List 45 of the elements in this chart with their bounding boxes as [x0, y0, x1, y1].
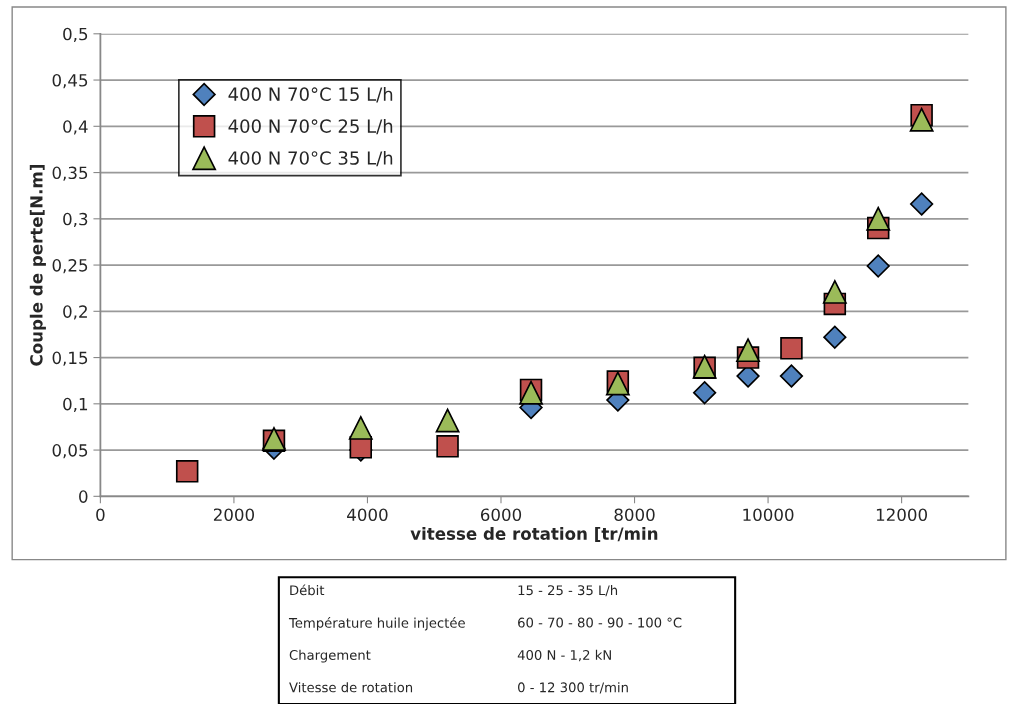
point — [435, 408, 460, 433]
text: Débit — [290, 584, 325, 596]
text: 400 N - 1,2 kN — [517, 649, 611, 662]
legend-label: 400 N 70°C 15 L/h — [228, 87, 393, 103]
x-tick-label: 2000 — [213, 508, 255, 522]
point — [866, 254, 890, 278]
legend-label: 400 N 70°C 25 L/h — [228, 118, 393, 135]
point — [909, 192, 934, 216]
text: Chargement — [289, 649, 371, 663]
y-tick-label: 0,05 — [52, 444, 88, 459]
text: 0 - 12 300 tr/min — [518, 682, 628, 694]
point — [348, 415, 373, 440]
point — [779, 364, 804, 388]
y-tick-label: 0,35 — [52, 166, 88, 181]
point — [822, 279, 847, 304]
text: Température huile injectée — [288, 617, 465, 631]
x-axis-title: vitesse de rotation [tr/min — [410, 527, 658, 542]
point — [866, 206, 891, 231]
y-tick-label: 0,3 — [63, 212, 88, 228]
y-tick-label: 0,2 — [63, 305, 87, 320]
point — [736, 338, 760, 363]
y-tick-label: 0,45 — [52, 74, 88, 89]
legend-label: 400 N 70°C 35 L/h — [228, 150, 393, 167]
y-axis-title: Couple de perte[N.m] — [29, 165, 46, 366]
x-tick-label: 12000 — [876, 508, 927, 522]
x-tick-label: 6000 — [480, 508, 522, 522]
text: 15 - 25 - 35 L/h — [518, 584, 618, 597]
x-tick-label: 10000 — [743, 508, 794, 522]
y-tick-label: 0 — [79, 490, 88, 503]
y-tick-label: 0,15 — [52, 351, 88, 366]
point — [436, 435, 459, 458]
y-tick-label: 0,4 — [63, 120, 88, 135]
point — [823, 325, 847, 349]
point — [175, 460, 199, 483]
y-tick-label: 0,5 — [63, 27, 88, 43]
x-tick-label: 0 — [96, 508, 105, 522]
point — [692, 381, 717, 405]
y-tick-label: 0,25 — [52, 259, 88, 274]
text: 60 - 70 - 80 - 90 - 100 °C — [518, 617, 682, 628]
point — [780, 337, 803, 360]
x-tick-label: 8000 — [614, 508, 655, 522]
x-tick-label: 4000 — [347, 508, 388, 522]
text: Vitesse de rotation — [289, 682, 413, 693]
y-tick-label: 0,1 — [63, 397, 88, 413]
point — [909, 107, 934, 132]
